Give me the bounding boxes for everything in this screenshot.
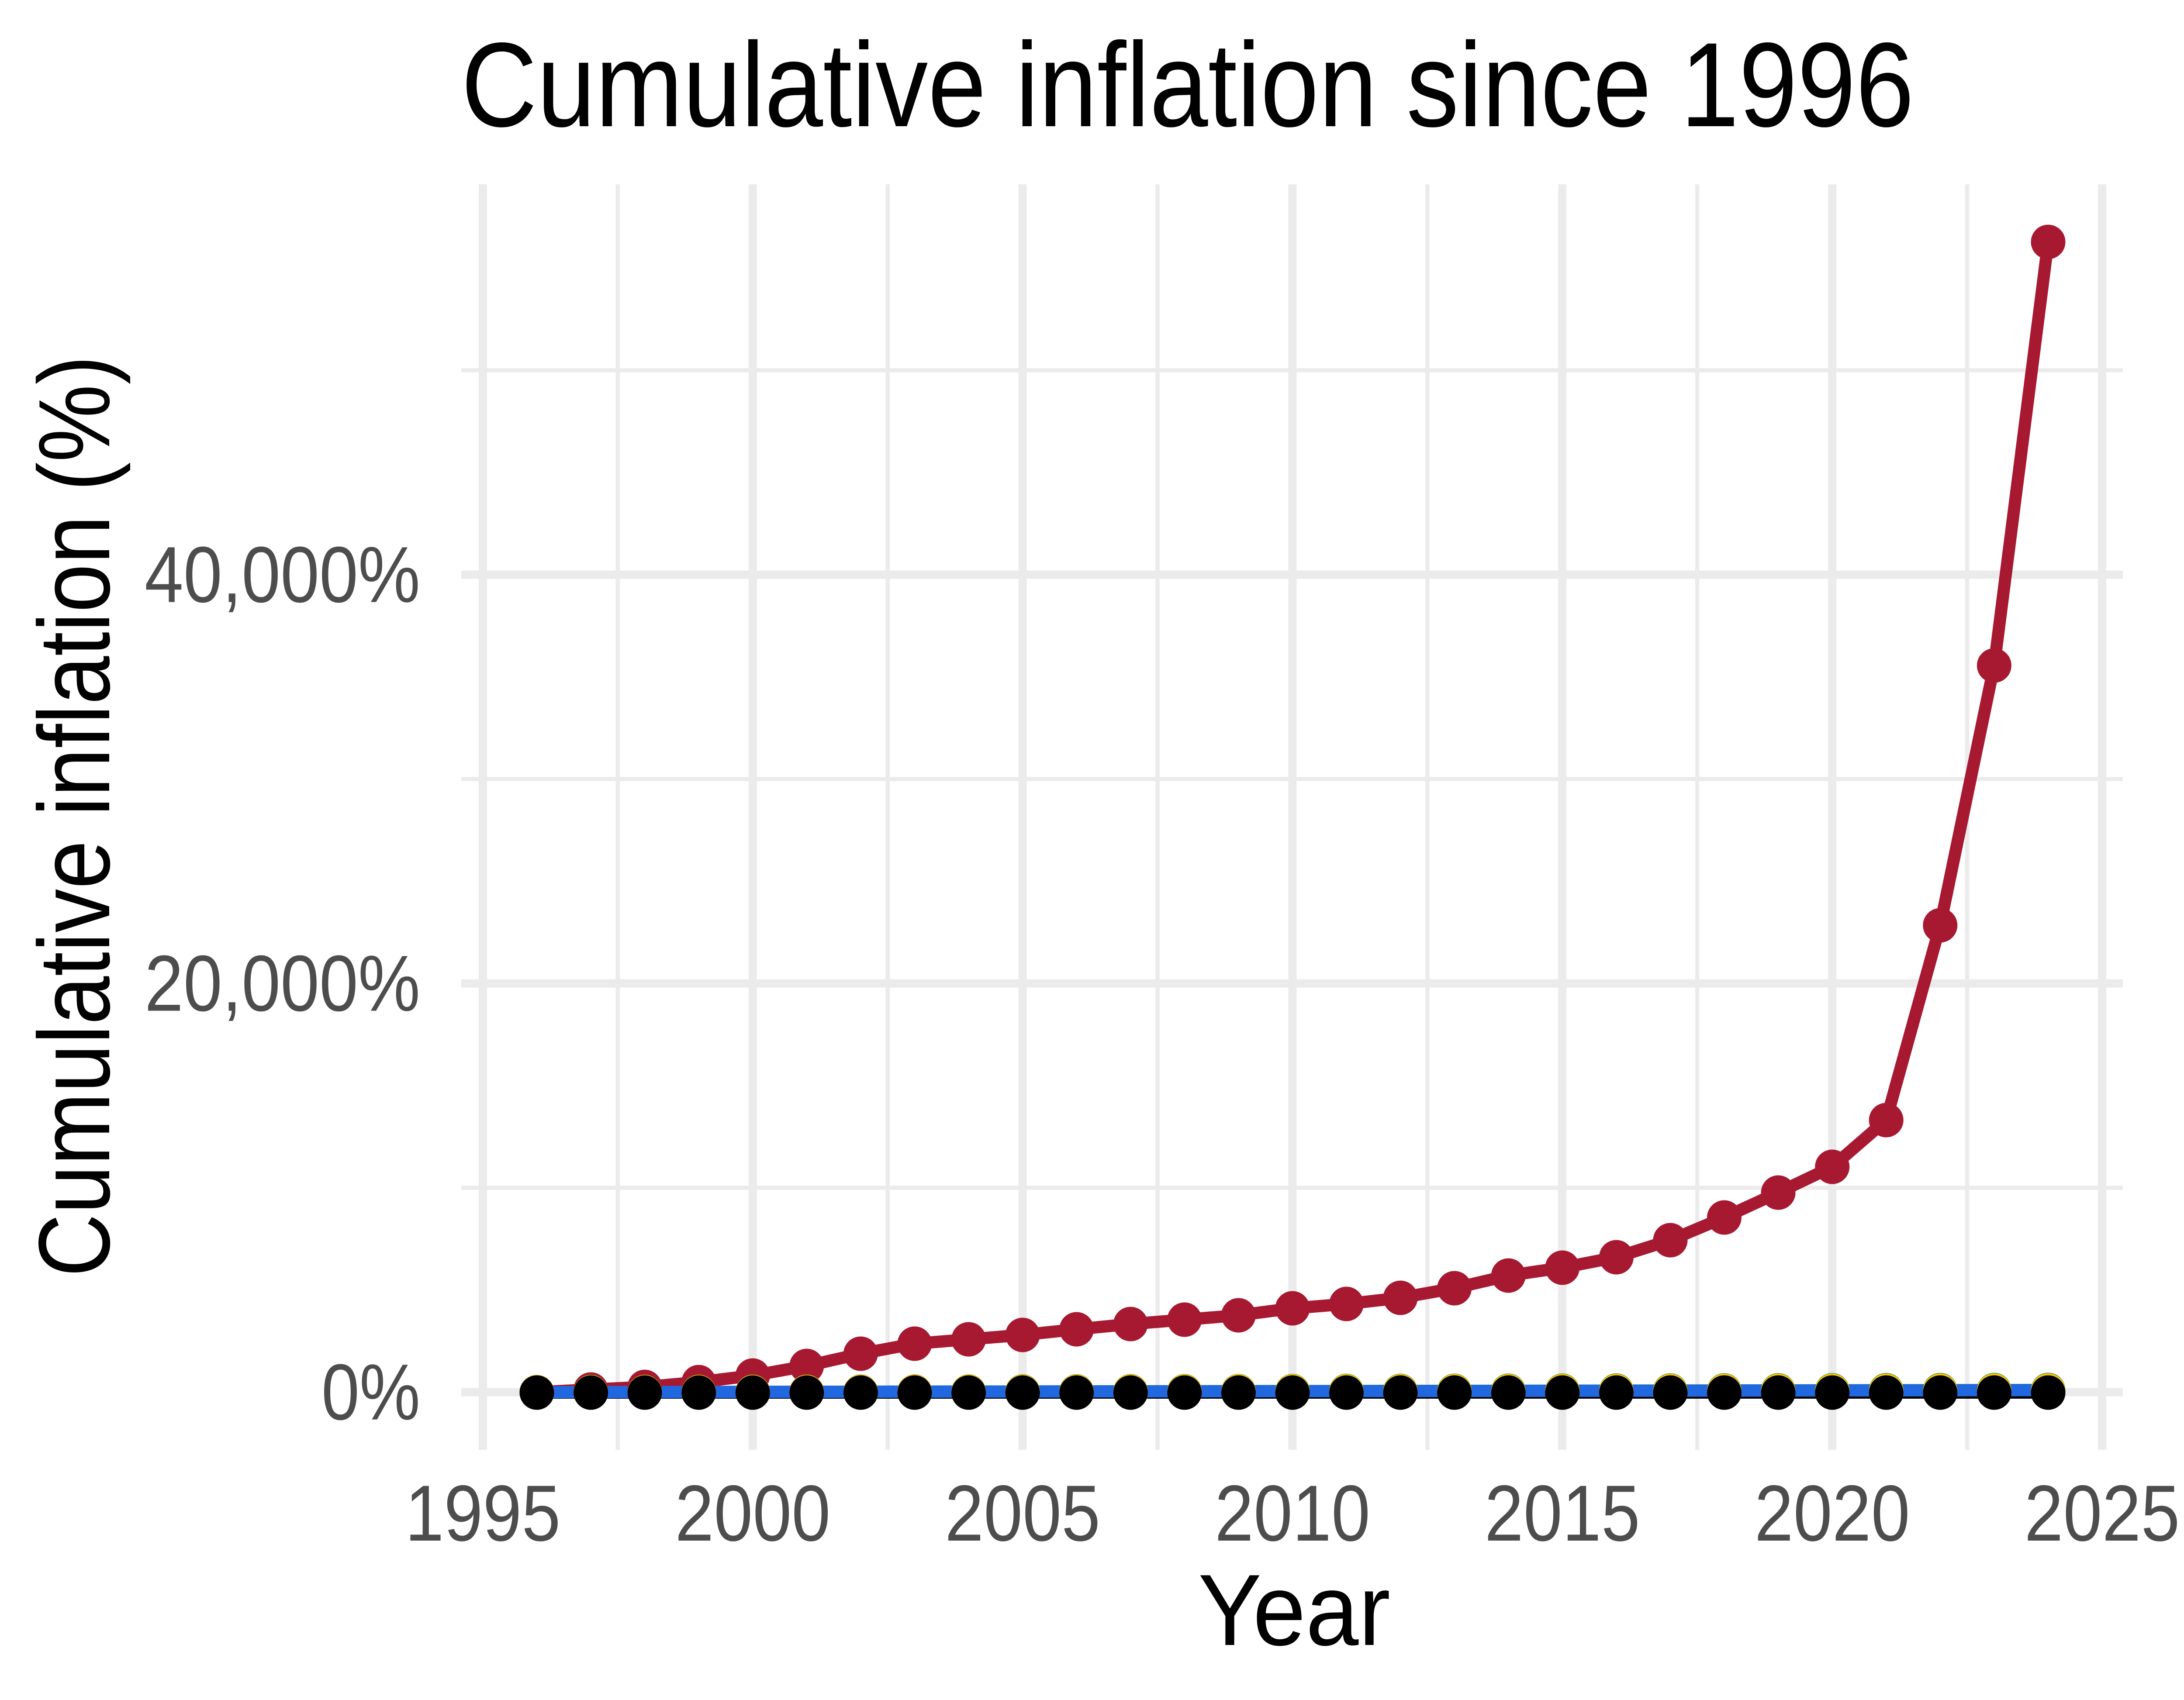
svg-text:2010: 2010 xyxy=(1215,1469,1370,1558)
svg-text:1995: 1995 xyxy=(405,1469,560,1558)
svg-text:2025: 2025 xyxy=(2025,1469,2180,1558)
svg-text:0%: 0% xyxy=(321,1348,420,1437)
svg-text:2015: 2015 xyxy=(1485,1469,1640,1558)
svg-text:2005: 2005 xyxy=(945,1469,1100,1558)
svg-text:2020: 2020 xyxy=(1755,1469,1910,1558)
svg-text:20,000%: 20,000% xyxy=(145,939,420,1028)
svg-text:Cumulative inflation (%): Cumulative inflation (%) xyxy=(18,355,131,1277)
svg-text:2000: 2000 xyxy=(675,1469,830,1558)
svg-text:Year: Year xyxy=(1198,1554,1390,1667)
svg-text:Cumulative inflation since 199: Cumulative inflation since 1996 xyxy=(461,18,1914,152)
svg-text:40,000%: 40,000% xyxy=(145,530,420,619)
